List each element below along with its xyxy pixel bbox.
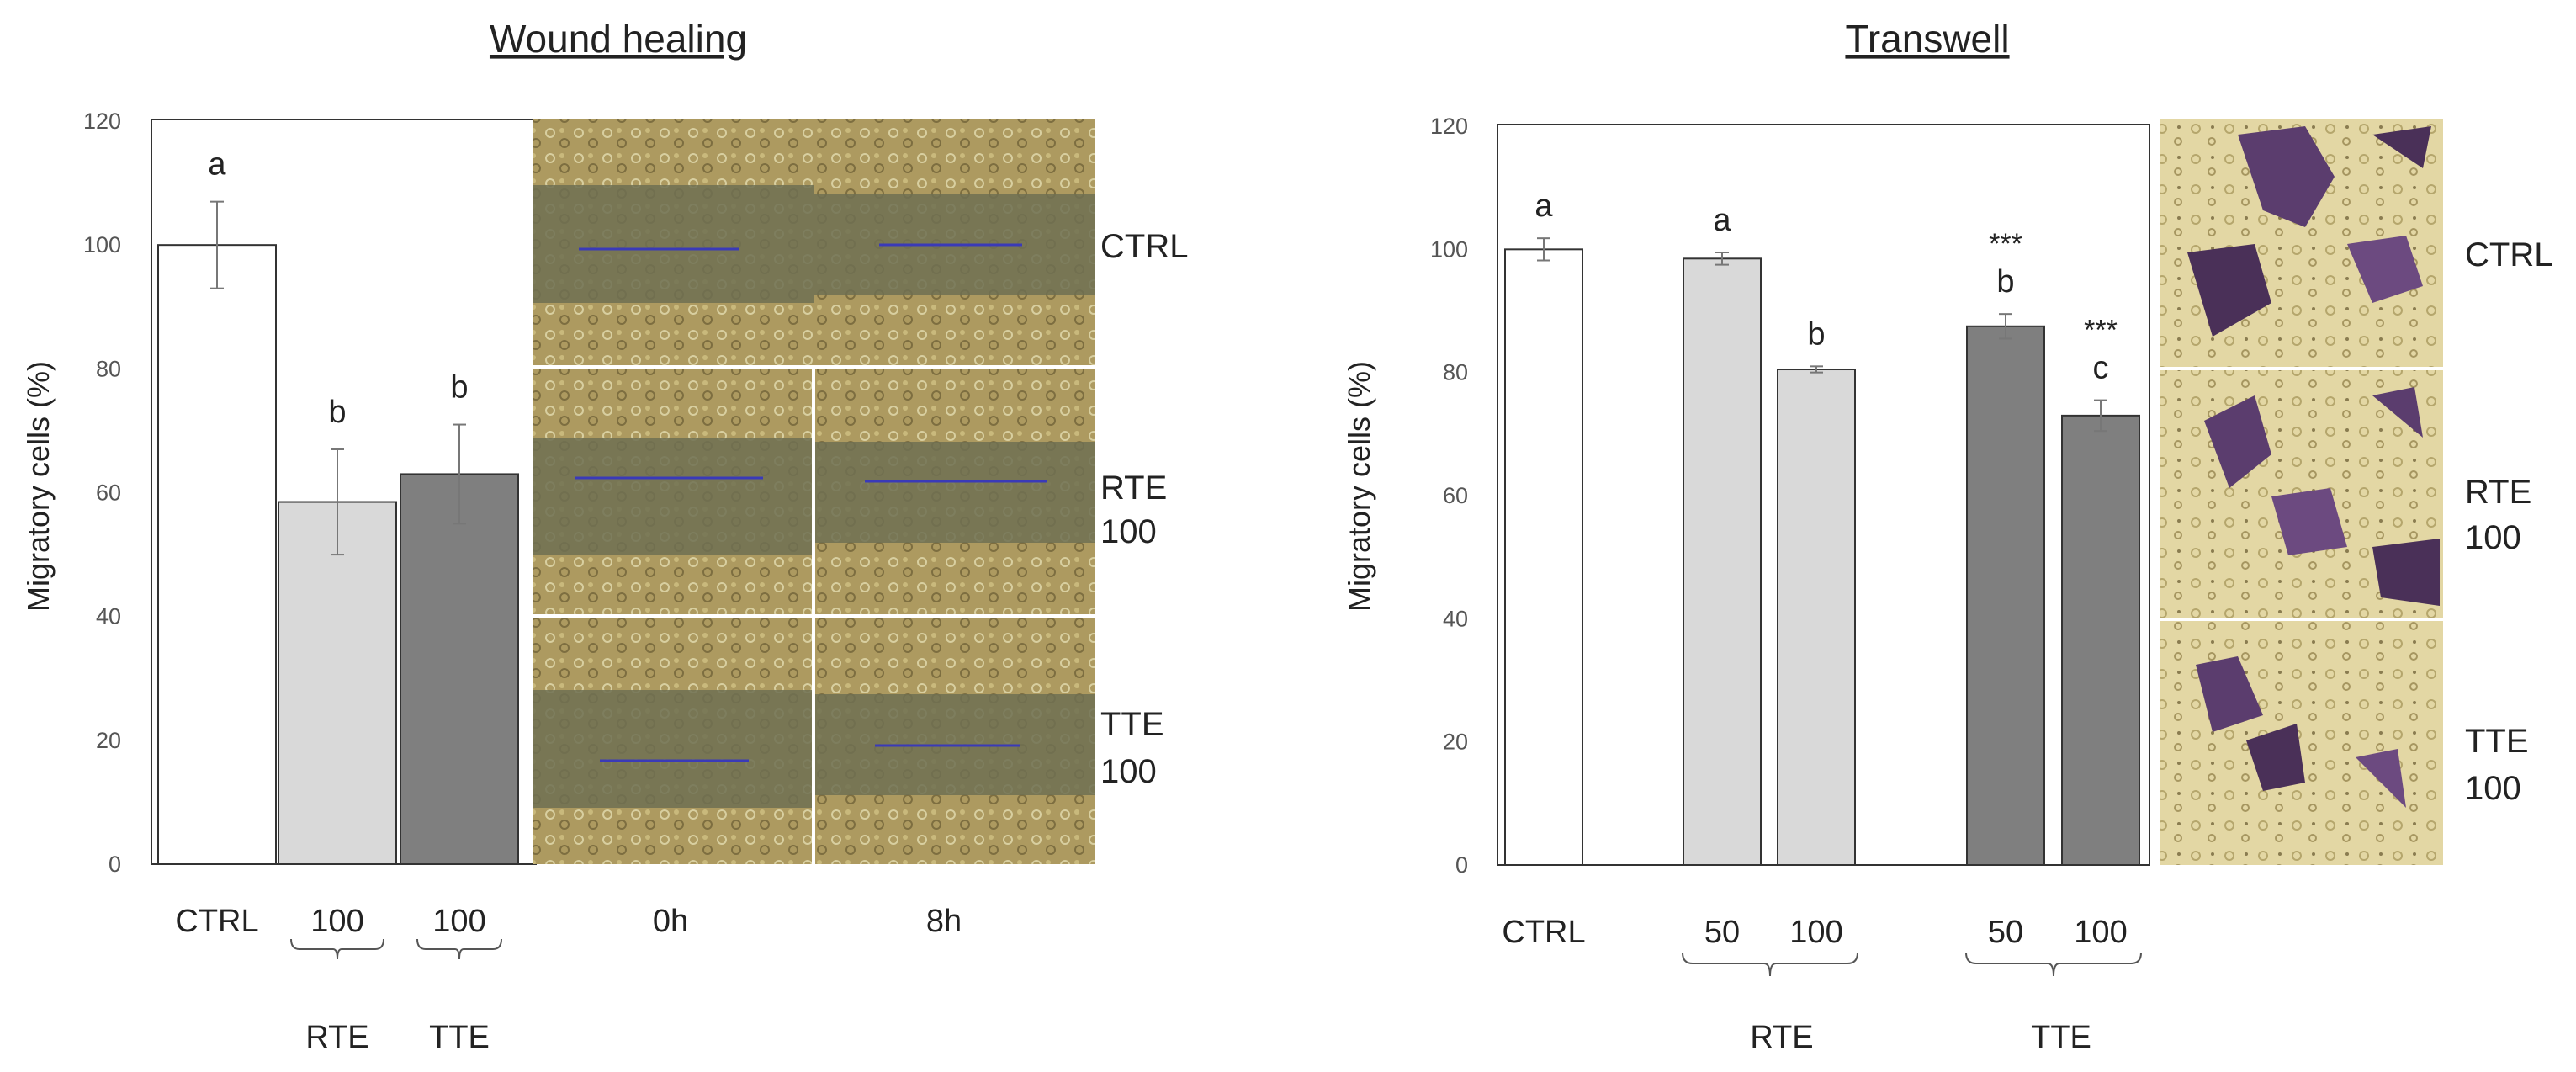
wound-y-tick-40: 40: [96, 604, 121, 629]
transwell-stain-rte-3: [2372, 539, 2440, 606]
transwell-y-ticks: 0 20 40 60 80 100 120: [1430, 114, 1468, 878]
transwell-stain-ctrl-2: [2187, 244, 2271, 337]
wound-healing-title: Wound healing: [490, 17, 747, 61]
wound-y-axis-label: Migratory cells (%): [21, 361, 56, 612]
transwell-sig-letter-0: a: [1534, 188, 1553, 224]
wound-row-ctrl: CTRL: [1100, 228, 1188, 265]
wound-row-rte: RTE: [1100, 470, 1167, 507]
wound-cat-rte-100: 100: [310, 904, 363, 939]
transwell-row-rte-dose: 100: [2465, 519, 2521, 556]
transwell-sig-letter-1: a: [1713, 203, 1731, 238]
wound-y-tick-60: 60: [96, 480, 121, 506]
wound-y-tick-0: 0: [109, 852, 121, 877]
transwell-stain-ctrl-3: [2347, 236, 2423, 303]
wound-y-tick-80: 80: [96, 356, 121, 381]
transwell-row-tte-dose: 100: [2465, 770, 2521, 807]
transwell-stain-tte-3: [2356, 749, 2406, 808]
wound-col-8h: 8h: [926, 904, 962, 939]
transwell-group-rte: RTE: [1750, 1020, 1813, 1055]
wound-cat-ctrl: CTRL: [175, 904, 258, 939]
wound-group-rte: RTE: [305, 1020, 368, 1055]
transwell-stain-ctrl-4: [2372, 126, 2431, 168]
transwell-bar-3: [1966, 325, 2045, 866]
wound-bar-0: [157, 244, 277, 865]
transwell-y-tick-100: 100: [1430, 236, 1468, 262]
wound-sig-letter-0: a: [208, 147, 226, 183]
wound-tte-bracket: [416, 938, 502, 960]
wound-gap-ctrl-0h: [533, 185, 814, 303]
transwell-stain-tte-2: [2246, 724, 2305, 791]
transwell-y-tick-60: 60: [1443, 483, 1468, 508]
transwell-bar-1: [1683, 257, 1762, 866]
transwell-y-tick-80: 80: [1443, 360, 1468, 385]
transwell-cat-tte-100: 100: [2074, 915, 2127, 950]
transwell-bar-4: [2061, 414, 2140, 866]
transwell-stain-rte-1: [2204, 395, 2271, 488]
transwell-y-axis-label: Migratory cells (%): [1342, 361, 1376, 612]
wound-bars: a b b: [157, 147, 519, 865]
transwell-rte-bracket: [1682, 952, 1858, 977]
transwell-row-tte: TTE: [2465, 723, 2529, 760]
transwell-row-rte: RTE: [2465, 474, 2531, 511]
transwell-sig-letter-2: b: [1807, 316, 1825, 352]
transwell-y-tick-40: 40: [1443, 606, 1468, 631]
wound-bar-1: [278, 501, 397, 865]
transwell-cat-ctrl: CTRL: [1502, 915, 1585, 950]
wound-healing-panel: Wound healing Migratory cells (%) 0 20 40 6…: [21, 17, 1188, 1055]
wound-y-tick-120: 120: [83, 109, 121, 134]
transwell-cat-rte-100: 100: [1789, 915, 1842, 950]
transwell-bar-0: [1504, 248, 1583, 867]
transwell-sig-letter-4: c: [2093, 351, 2109, 386]
wound-group-tte: TTE: [429, 1020, 490, 1055]
wound-row-tte-dose: 100: [1100, 753, 1157, 790]
transwell-y-tick-120: 120: [1430, 114, 1468, 139]
transwell-image-tte: [2160, 619, 2443, 865]
transwell-stain-rte-4: [2372, 387, 2423, 438]
wound-row-rte-dose: 100: [1100, 513, 1157, 550]
wound-sig-letter-1: b: [328, 395, 346, 430]
wound-gap-rte-8h: [814, 442, 1095, 543]
wound-bar-2: [400, 473, 519, 865]
transwell-group-tte: TTE: [2031, 1020, 2091, 1055]
transwell-stain-rte-2: [2271, 488, 2347, 555]
transwell-image-grid: [2160, 119, 2443, 865]
transwell-tte-bracket: [1965, 952, 2142, 977]
wound-gap-rte-0h: [533, 438, 814, 555]
wound-cat-tte-100: 100: [432, 904, 485, 939]
wound-sig-letter-2: b: [450, 370, 468, 406]
wound-image-grid: [533, 119, 1095, 864]
transwell-sig-stars-4: ***: [2084, 315, 2118, 347]
wound-gap-tte-0h: [533, 690, 814, 808]
transwell-sig-stars-3: ***: [1989, 228, 2022, 260]
wound-y-ticks: 0 20 40 60 80 100 120: [83, 109, 121, 877]
transwell-cat-rte-50: 50: [1704, 915, 1740, 950]
wound-y-tick-20: 20: [96, 728, 121, 753]
transwell-title: Transwell: [1845, 17, 2009, 61]
wound-col-0h: 0h: [653, 904, 688, 939]
transwell-cat-tte-50: 50: [1988, 915, 2023, 950]
transwell-bar-2: [1777, 369, 1856, 866]
transwell-y-tick-0: 0: [1455, 852, 1468, 878]
transwell-sig-letter-3: b: [1996, 264, 2014, 300]
transwell-panel: Transwell Migratory cells (%) 0 20 40 60 80 1…: [1342, 17, 2552, 1055]
transwell-row-ctrl: CTRL: [2465, 236, 2552, 273]
wound-row-tte: TTE: [1100, 706, 1164, 743]
transwell-stain-tte-1: [2196, 656, 2263, 732]
wound-y-tick-100: 100: [83, 232, 121, 257]
wound-rte-bracket: [290, 938, 384, 960]
transwell-bars: a a b b *** c ***: [1504, 188, 2140, 867]
transwell-y-tick-20: 20: [1443, 730, 1468, 755]
transwell-stain-ctrl-1: [2238, 126, 2335, 227]
